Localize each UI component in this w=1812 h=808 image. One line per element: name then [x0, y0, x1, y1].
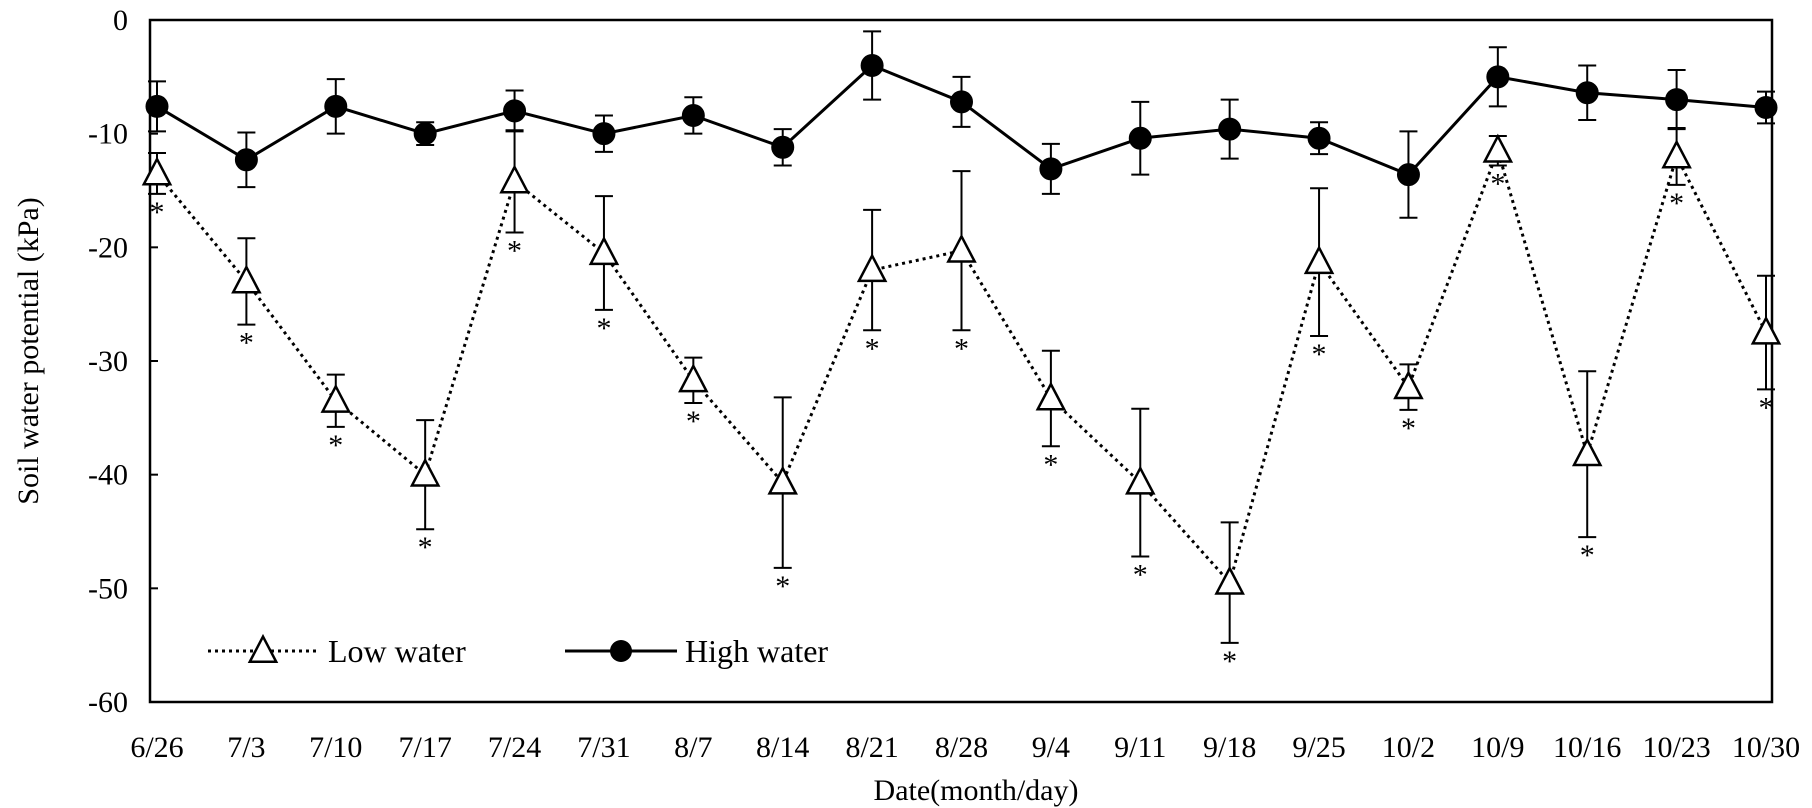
low-water-point: [320, 383, 352, 413]
high-water-point: [681, 103, 705, 127]
high-water-point: [1575, 81, 1599, 105]
high-water-point: [413, 122, 437, 146]
high-water-point: [1665, 88, 1689, 112]
significance-marker: *: [150, 196, 165, 229]
significance-marker: *: [1222, 645, 1237, 678]
x-tick-label: 10/30: [1732, 731, 1800, 764]
legend-low-water-marker: [247, 633, 279, 664]
high-water-point: [860, 53, 884, 77]
x-tick-label: 8/21: [845, 731, 898, 764]
y-tick-label: 0: [113, 4, 128, 37]
x-tick-label: 7/31: [577, 731, 630, 764]
low-water-point: [1393, 370, 1424, 400]
low-water-point: [1303, 245, 1335, 275]
high-water-point: [1396, 163, 1420, 187]
low-water-point: [409, 457, 441, 487]
significance-marker: *: [596, 312, 611, 345]
significance-marker: *: [1759, 391, 1774, 424]
significance-marker: *: [1133, 559, 1148, 592]
x-tick-label: 8/28: [935, 731, 988, 764]
x-tick-label: 8/7: [674, 731, 712, 764]
low-water-point: [141, 156, 173, 186]
significance-marker: *: [239, 327, 254, 360]
significance-marker: *: [1401, 412, 1416, 445]
x-axis-title: Date(month/day): [874, 774, 1079, 807]
high-water-point: [771, 135, 795, 159]
significance-marker: *: [1312, 338, 1327, 371]
x-tick-label: 8/14: [756, 731, 809, 764]
low-water-point: [678, 363, 709, 393]
significance-marker: *: [1043, 448, 1058, 481]
x-tick-label: 9/11: [1114, 731, 1166, 764]
significance-marker: *: [328, 429, 343, 462]
significance-marker: *: [1580, 539, 1595, 572]
y-tick-label: -50: [88, 572, 128, 605]
x-tick-label: 7/3: [227, 731, 265, 764]
low-water-point: [1661, 139, 1692, 169]
high-water-point: [324, 94, 348, 118]
low-water-point: [1571, 437, 1603, 467]
significance-marker: *: [1490, 167, 1505, 200]
y-tick-label: -20: [88, 231, 128, 264]
x-tick-label: 9/4: [1032, 731, 1070, 764]
high-water-point: [1128, 126, 1152, 150]
low-water-point: [1482, 133, 1514, 163]
x-tick-label: 9/25: [1292, 731, 1345, 764]
significance-marker: *: [507, 235, 522, 268]
x-tick-label: 10/16: [1553, 731, 1621, 764]
significance-marker: *: [775, 570, 790, 603]
x-tick-label: 7/17: [398, 731, 451, 764]
low-water-point: [856, 252, 888, 283]
x-tick-label: 9/18: [1203, 731, 1256, 764]
x-tick-label: 10/23: [1642, 731, 1710, 764]
high-water-point: [234, 148, 258, 172]
high-water-point: [950, 90, 973, 114]
low-water-point: [767, 465, 798, 495]
y-axis-title: Soil water potential (kPa): [12, 197, 45, 504]
x-tick-label: 7/10: [309, 731, 362, 764]
high-water-point: [1754, 96, 1778, 120]
low-water-point: [1214, 565, 1245, 595]
significance-marker: *: [686, 405, 701, 438]
x-tick-label: 10/2: [1382, 731, 1435, 764]
significance-marker: *: [865, 332, 880, 365]
high-water-point: [1039, 157, 1063, 181]
low-water-point: [1125, 465, 1156, 495]
low-water-point: [499, 164, 530, 194]
significance-marker: *: [954, 332, 969, 365]
y-tick-label: -40: [88, 459, 128, 492]
y-tick-label: -10: [88, 118, 128, 151]
high-water-point: [145, 94, 169, 118]
low-water-point: [1750, 315, 1782, 345]
y-tick-label: -60: [88, 686, 128, 719]
low-water-point: [946, 233, 977, 263]
significance-marker: *: [1669, 187, 1684, 220]
low-water-point: [588, 235, 620, 266]
significance-marker: *: [418, 531, 433, 564]
legend-low-water-label: Low water: [328, 633, 466, 669]
low-water-point: [1035, 381, 1067, 411]
high-water-point: [503, 99, 527, 123]
high-water-point: [592, 122, 616, 146]
high-water-point: [1486, 65, 1510, 89]
high-water-point: [1307, 126, 1331, 150]
legend-high-water-marker: [610, 640, 632, 662]
y-tick-label: -30: [88, 345, 128, 378]
x-tick-label: 7/24: [488, 731, 541, 764]
x-tick-label: 10/9: [1471, 731, 1524, 764]
high-water-point: [1218, 117, 1242, 141]
x-tick-label: 6/26: [130, 731, 183, 764]
low-water-point: [231, 264, 262, 294]
legend-high-water-label: High water: [685, 633, 828, 669]
